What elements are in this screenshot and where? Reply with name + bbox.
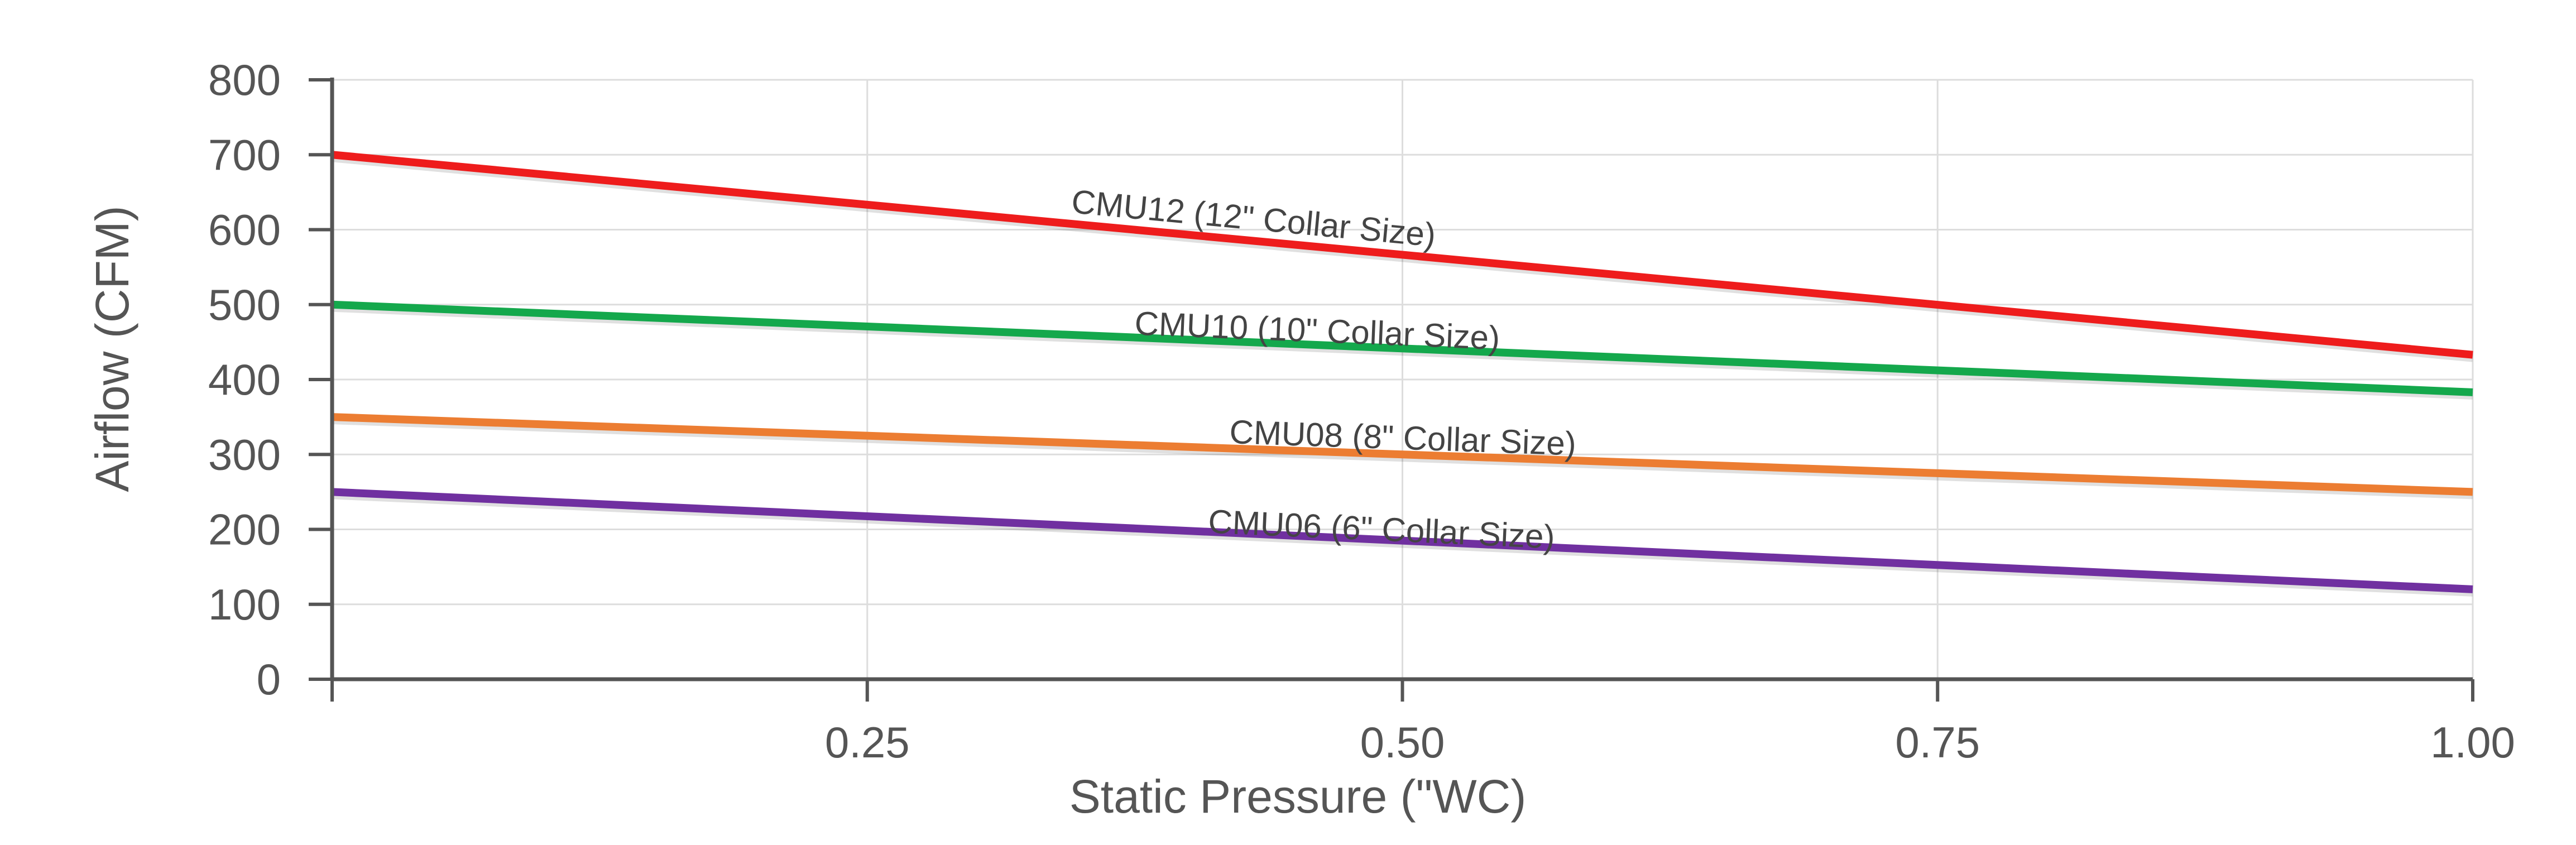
y-axis-title: Airflow (CFM) [86,205,138,492]
x-tick-label: 0.75 [1895,718,1980,767]
series-group [332,151,2473,597]
y-tick-label: 300 [208,430,281,479]
x-axis-tick-labels: 0.25 0.50 0.75 1.00 [825,718,2515,767]
series-line [332,300,2473,396]
x-tick-label: 0.50 [1360,718,1445,767]
series-line [332,488,2473,593]
y-tick-label: 200 [208,505,281,554]
axes [309,78,2474,702]
x-tick-label: 0.25 [825,718,910,767]
y-tick-label: 0 [257,655,281,704]
y-tick-label: 800 [208,55,281,104]
y-tick-label: 400 [208,355,281,404]
series-line [332,413,2473,496]
x-tick-label: 1.00 [2430,718,2515,767]
series-labels: CMU12 (12" Collar Size)CMU10 (10" Collar… [1070,183,1577,555]
y-tick-label: 500 [208,280,281,329]
series-label: CMU10 (10" Collar Size) [1134,305,1500,357]
grid-lines [332,79,2474,679]
y-tick-label: 700 [208,130,281,179]
y-tick-label: 600 [208,205,281,255]
y-tick-label: 100 [208,580,281,629]
x-axis-title: Static Pressure ("WC) [1069,770,1527,823]
y-axis-tick-labels: 0 100 200 300 400 500 600 700 800 [208,55,281,704]
series-label: CMU06 (6" Collar Size) [1207,503,1556,556]
series-line [332,151,2473,359]
